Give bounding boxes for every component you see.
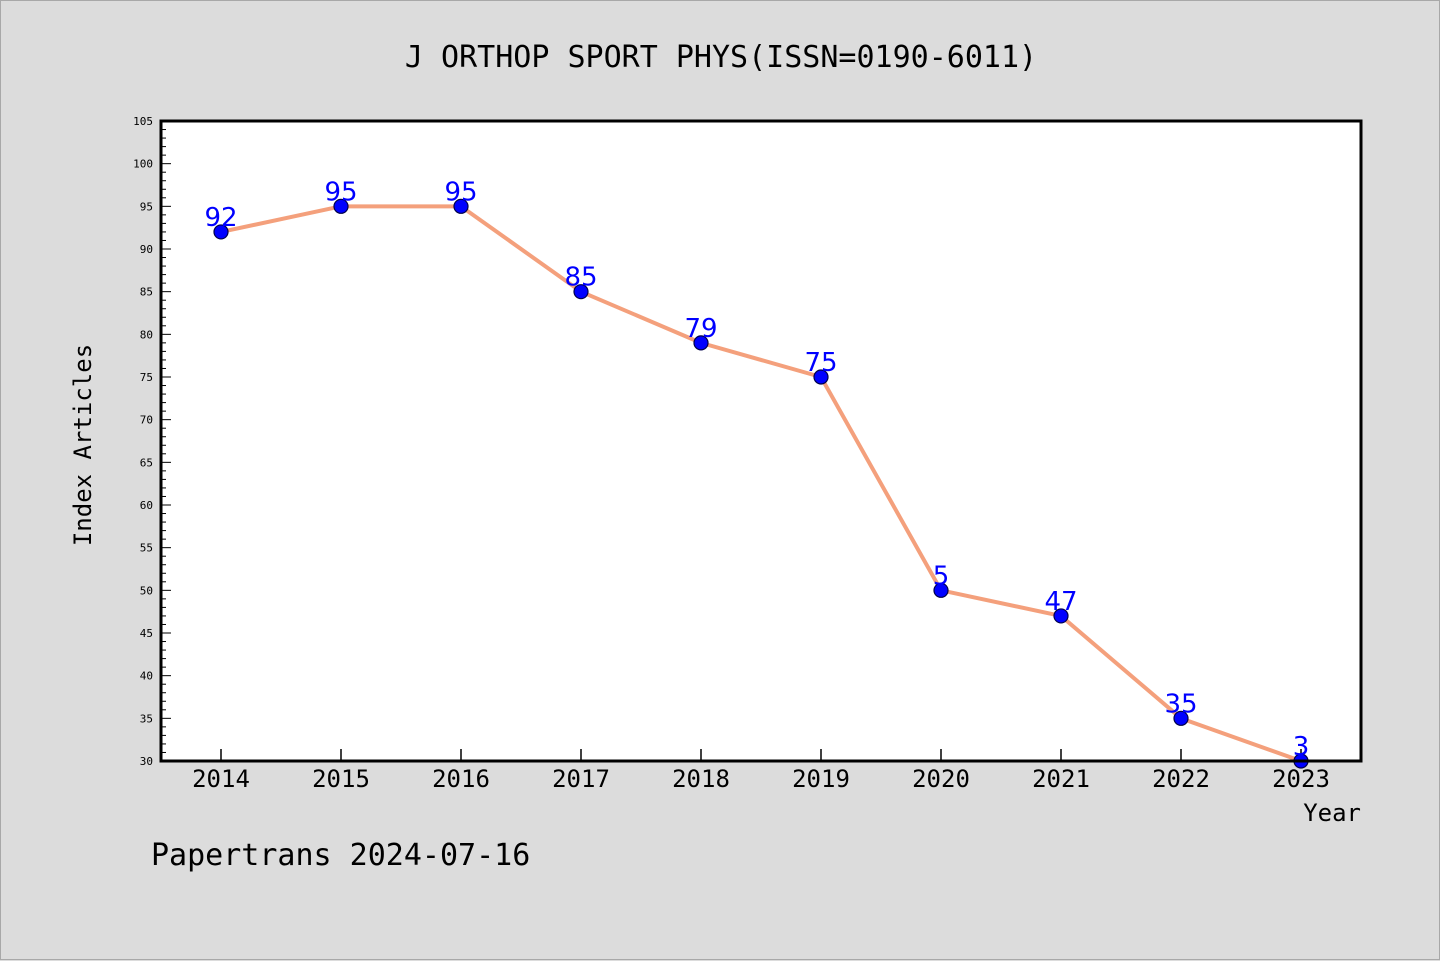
data-label: 3 bbox=[1293, 732, 1310, 762]
x-tick-label: 2020 bbox=[912, 765, 970, 793]
x-axis-ticks bbox=[220, 749, 1302, 761]
data-point bbox=[1053, 608, 1069, 624]
data-point bbox=[333, 198, 349, 214]
y-axis-title: Index Articles bbox=[69, 344, 97, 546]
data-label: 5 bbox=[933, 561, 950, 591]
plot-area bbox=[161, 121, 1361, 761]
y-tick-label: 70 bbox=[140, 414, 153, 427]
data-markers bbox=[213, 198, 1309, 769]
data-label: 95 bbox=[444, 177, 477, 207]
y-tick-label: 75 bbox=[140, 371, 153, 384]
x-tick-label: 2018 bbox=[672, 765, 730, 793]
data-point bbox=[453, 198, 469, 214]
x-tick-label: 2016 bbox=[432, 765, 490, 793]
y-tick-label: 100 bbox=[133, 158, 153, 171]
data-label: 92 bbox=[204, 203, 237, 233]
data-point bbox=[813, 369, 829, 385]
x-tick-label: 2021 bbox=[1032, 765, 1090, 793]
y-tick-label: 55 bbox=[140, 542, 153, 555]
data-label: 79 bbox=[684, 314, 717, 344]
y-tick-label: 50 bbox=[140, 584, 153, 597]
series-line bbox=[220, 204, 1302, 763]
chart-title: J ORTHOP SPORT PHYS(ISSN=0190-6011) bbox=[405, 40, 1037, 75]
footer-credit: Papertrans 2024-07-16 bbox=[151, 838, 530, 873]
data-point bbox=[573, 284, 589, 300]
plot-border bbox=[159, 119, 1363, 763]
y-tick-label: 60 bbox=[140, 499, 153, 512]
data-point bbox=[1173, 710, 1189, 726]
y-tick-label: 90 bbox=[140, 243, 153, 256]
x-tick-label: 2019 bbox=[792, 765, 850, 793]
data-label: 75 bbox=[804, 348, 837, 378]
data-point bbox=[213, 224, 229, 240]
x-axis-title: Year bbox=[1303, 799, 1361, 827]
x-tick-label: 2017 bbox=[552, 765, 610, 793]
x-tick-label: 2023 bbox=[1272, 765, 1330, 793]
y-tick-label: 65 bbox=[140, 456, 153, 469]
y-tick-label: 105 bbox=[133, 115, 153, 128]
data-label: 47 bbox=[1044, 587, 1077, 617]
y-tick-label: 35 bbox=[140, 712, 153, 725]
x-tick-label: 2014 bbox=[192, 765, 250, 793]
data-label: 95 bbox=[324, 177, 357, 207]
x-axis-tick-labels: 2014 2015 2016 2017 2018 2019 2020 2021 2022 2023 bbox=[192, 765, 1330, 793]
y-tick-label: 45 bbox=[140, 627, 153, 640]
y-tick-label: 30 bbox=[140, 755, 153, 768]
data-label: 35 bbox=[1164, 689, 1197, 719]
x-tick-label: 2015 bbox=[312, 765, 370, 793]
data-point bbox=[693, 335, 709, 351]
data-label: 85 bbox=[564, 263, 597, 293]
data-labels: 92 95 95 85 79 75 5 47 35 3 bbox=[204, 177, 1309, 762]
y-tick-label: 80 bbox=[140, 328, 153, 341]
data-point bbox=[933, 582, 949, 598]
x-tick-label: 2022 bbox=[1152, 765, 1210, 793]
y-tick-label: 85 bbox=[140, 286, 153, 299]
y-tick-label: 95 bbox=[140, 200, 153, 213]
y-tick-label: 40 bbox=[140, 670, 153, 683]
y-axis-tick-labels: 30 35 40 45 50 55 60 65 70 75 80 85 90 95 100 105 bbox=[133, 115, 153, 768]
